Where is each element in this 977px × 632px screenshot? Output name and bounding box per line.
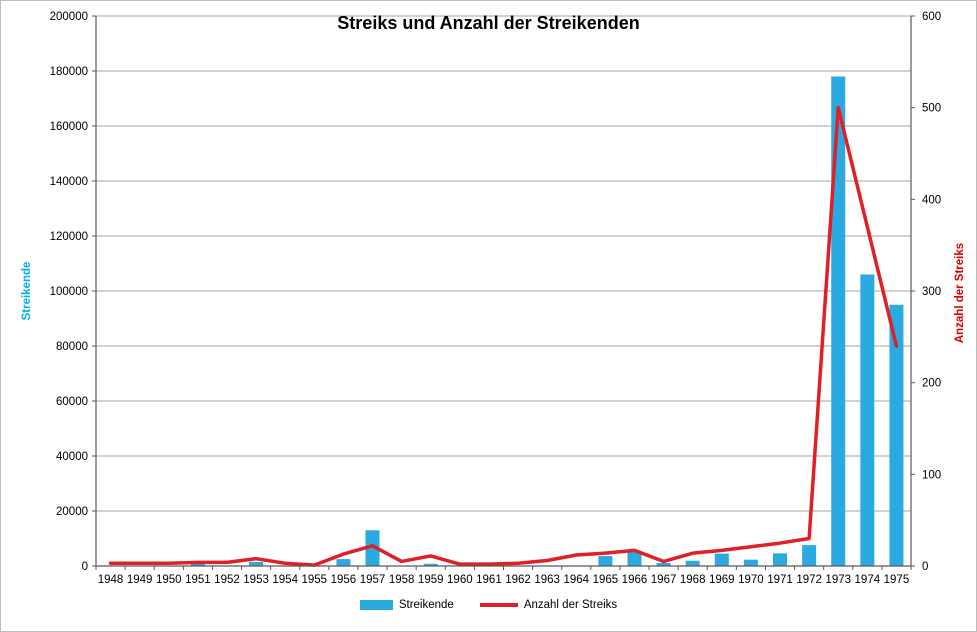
bar-1975 — [889, 304, 904, 566]
x-tick-label-1951: 1951 — [185, 574, 211, 586]
x-tick-label-1950: 1950 — [156, 574, 182, 586]
x-tick-label-1953: 1953 — [243, 574, 269, 586]
legend-bar-label: Streikende — [398, 599, 454, 611]
x-tick-label-1968: 1968 — [680, 574, 706, 586]
bar-1970 — [743, 559, 758, 566]
x-tick-label-1961: 1961 — [476, 574, 502, 586]
x-tick-label-1960: 1960 — [447, 574, 473, 586]
bar-1969 — [714, 553, 729, 566]
bar-1953 — [249, 561, 264, 566]
bar-1972 — [802, 545, 817, 566]
x-tick-label-1956: 1956 — [331, 574, 357, 586]
right-tick-label: 100 — [922, 469, 941, 481]
left-tick-label: 160000 — [50, 121, 88, 133]
x-tick-label-1974: 1974 — [855, 574, 881, 586]
x-tick-label-1967: 1967 — [651, 574, 677, 586]
left-axis-title: Streikende — [21, 261, 33, 321]
bar-1959 — [423, 563, 438, 566]
legend-line-label: Anzahl der Streiks — [523, 599, 618, 611]
bar-1968 — [685, 560, 700, 566]
x-tick-label-1962: 1962 — [505, 574, 531, 586]
legend: Streikende Anzahl der Streiks — [1, 599, 976, 611]
x-tick-label-1970: 1970 — [738, 574, 764, 586]
x-tick-label-1973: 1973 — [825, 574, 851, 586]
left-tick-label: 120000 — [50, 231, 88, 243]
bar-1966 — [627, 551, 642, 566]
x-tick-label-1958: 1958 — [389, 574, 415, 586]
left-tick-label: 0 — [82, 561, 88, 573]
chart-title: Streiks und Anzahl der Streikenden — [337, 13, 640, 33]
left-tick-label: 40000 — [56, 451, 88, 463]
bar-1974 — [860, 274, 875, 566]
x-tick-label-1975: 1975 — [884, 574, 910, 586]
right-tick-label: 400 — [922, 194, 941, 206]
left-tick-label: 140000 — [50, 176, 88, 188]
x-tick-label-1964: 1964 — [563, 574, 589, 586]
x-tick-label-1969: 1969 — [709, 574, 735, 586]
bar-1965 — [598, 556, 613, 566]
left-tick-label: 60000 — [56, 396, 88, 408]
line-anzahl-der-streiks — [108, 105, 899, 567]
bar-1957 — [365, 530, 380, 566]
right-tick-label: 300 — [922, 286, 941, 298]
left-tick-label: 80000 — [56, 341, 88, 353]
legend-line-swatch-icon — [479, 603, 518, 607]
bar-1956 — [336, 559, 351, 566]
x-tick-label-1972: 1972 — [796, 574, 822, 586]
right-tick-label: 0 — [922, 561, 928, 573]
right-axis-title: Anzahl der Streiks — [954, 242, 966, 344]
left-tick-label: 100000 — [50, 286, 88, 298]
x-tick-label-1949: 1949 — [127, 574, 153, 586]
x-tick-label-1952: 1952 — [214, 574, 240, 586]
x-tick-label-1954: 1954 — [272, 574, 298, 586]
bar-1951 — [190, 563, 205, 566]
x-tick-label-1965: 1965 — [593, 574, 619, 586]
x-tick-label-1955: 1955 — [302, 574, 328, 586]
right-tick-label: 200 — [922, 378, 941, 390]
x-tick-label-1957: 1957 — [360, 574, 386, 586]
x-tick-label-1966: 1966 — [622, 574, 648, 586]
right-tick-label: 500 — [922, 103, 941, 115]
x-tick-label-1948: 1948 — [98, 574, 124, 586]
x-tick-label-1959: 1959 — [418, 574, 444, 586]
left-tick-label: 20000 — [56, 506, 88, 518]
bar-1971 — [773, 553, 788, 566]
right-tick-label: 600 — [922, 11, 941, 23]
bar-1967 — [656, 562, 671, 566]
left-tick-label: 180000 — [50, 66, 88, 78]
x-tick-label-1963: 1963 — [534, 574, 560, 586]
legend-bar-swatch-icon — [359, 600, 393, 610]
left-tick-label: 200000 — [50, 11, 88, 23]
x-tick-label-1971: 1971 — [767, 574, 793, 586]
legend-item-streikende: Streikende — [359, 599, 454, 611]
bar-1973 — [831, 76, 846, 566]
legend-item-anzahl: Anzahl der Streiks — [479, 599, 618, 611]
